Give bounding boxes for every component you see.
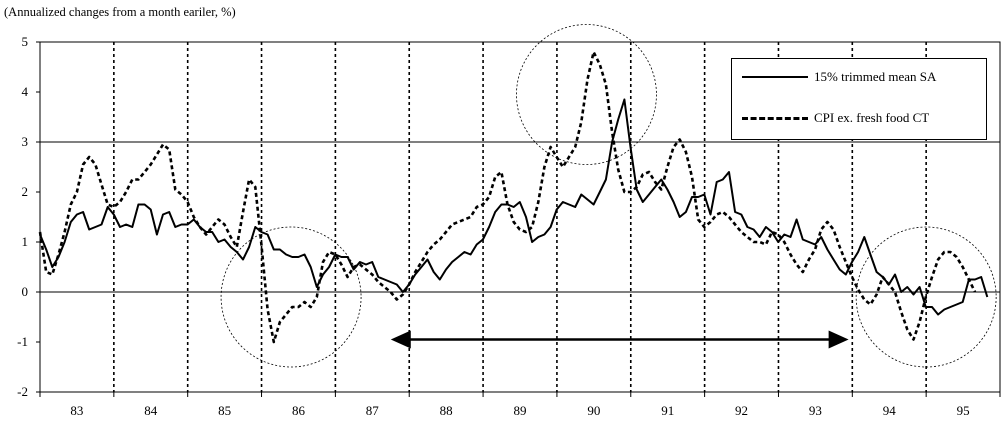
x-tick-label: 87 [366,403,380,418]
period-arrow-head-right [828,330,849,349]
y-tick-label: 3 [22,134,29,149]
x-tick-label: 91 [661,403,674,418]
period-arrow-head-left [390,330,411,349]
x-tick-label: 93 [809,403,822,418]
y-tick-label: 0 [22,284,29,299]
x-tick-label: 83 [70,403,83,418]
legend-item-cpi: CPI ex. fresh food CT [742,108,929,128]
y-tick-label: -1 [17,334,28,349]
y-tick-label: 4 [22,84,29,99]
x-tick-label: 84 [144,403,158,418]
x-tick-label: 86 [292,403,306,418]
legend-label-trimmed-mean: 15% trimmed mean SA [814,69,937,84]
highlight-circle [855,226,997,368]
x-tick-label: 95 [957,403,970,418]
x-tick-label: 94 [883,403,897,418]
highlight-circle [220,226,362,368]
y-tick-label: 1 [22,234,29,249]
legend-item-trimmed-mean: 15% trimmed mean SA [742,67,936,87]
x-tick-label: 92 [735,403,748,418]
plot-frame [39,41,1001,393]
x-tick-label: 88 [440,403,453,418]
y-tick-label: 2 [22,184,29,199]
x-tick-label: 89 [514,403,527,418]
y-axis-unit-note: (Annualized changes from a month eariler… [4,5,236,19]
legend-dashed-line-swatch [742,116,808,120]
legend: 15% trimmed mean SA CPI ex. fresh food C… [731,58,987,140]
highlight-circle [516,24,657,165]
legend-label-cpi: CPI ex. fresh food CT [814,110,930,125]
legend-solid-line-swatch [742,76,808,78]
x-tick-label: 90 [587,403,600,418]
x-tick-label: 85 [218,403,231,418]
y-tick-label: 5 [22,34,29,49]
series-line-cpi-ex-fresh-food [38,50,977,344]
y-tick-label: -2 [17,384,28,399]
